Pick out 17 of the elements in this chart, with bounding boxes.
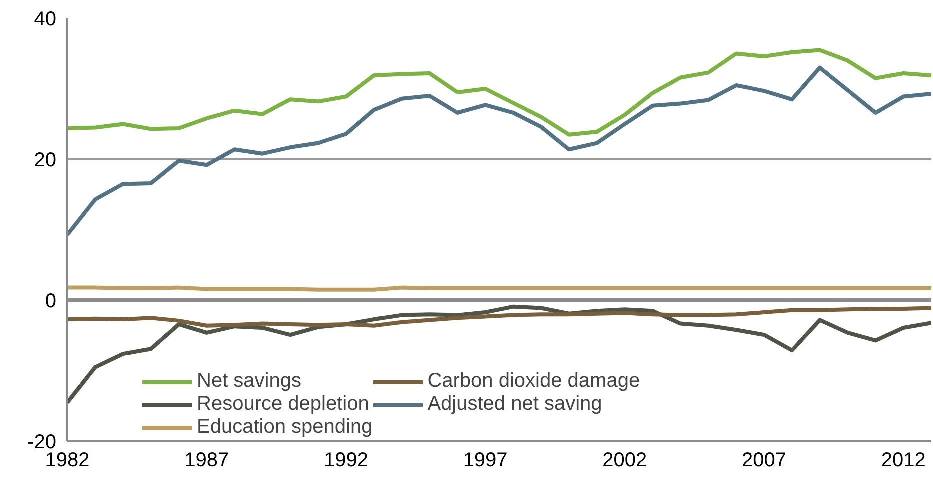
x-tick-label: 2002 xyxy=(602,450,648,472)
legend-label: Net savings xyxy=(197,370,302,393)
x-tick-label: 1987 xyxy=(184,450,230,472)
legend-label: Carbon dioxide damage xyxy=(428,370,640,393)
x-tick-label: 2012 xyxy=(881,450,926,472)
x-tick-label: 1997 xyxy=(463,450,508,472)
line-series xyxy=(68,48,932,137)
legend-label: Adjusted net saving xyxy=(428,393,602,416)
line-series xyxy=(68,66,932,237)
x-tick-label: 2007 xyxy=(742,450,787,472)
y-tick-label: 40 xyxy=(34,8,57,30)
line-series xyxy=(68,306,932,328)
x-tick-label: 1992 xyxy=(324,450,368,472)
legend-label: Education spending xyxy=(197,416,373,439)
y-tick-label: 0 xyxy=(45,290,56,312)
y-tick-label: 20 xyxy=(34,150,57,172)
legend-label: Resource depletion xyxy=(197,393,370,416)
